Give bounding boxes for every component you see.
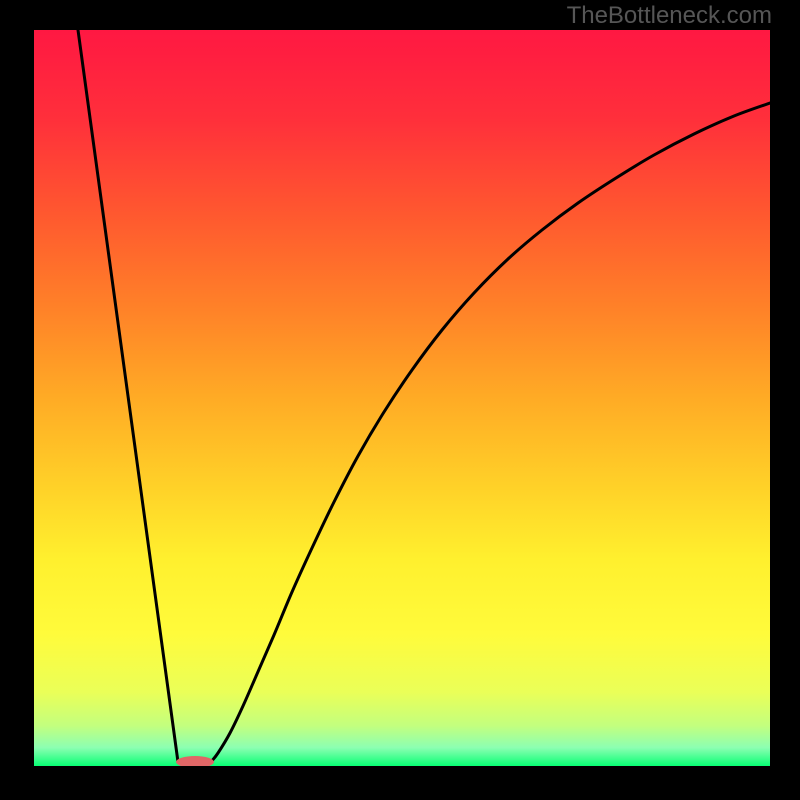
plot-area — [34, 30, 770, 766]
right-curve — [211, 103, 770, 762]
left-line — [78, 30, 178, 762]
curve-layer — [34, 30, 770, 766]
chart-container: TheBottleneck.com — [0, 0, 800, 800]
bottleneck-marker — [176, 756, 214, 766]
watermark-text: TheBottleneck.com — [567, 2, 772, 30]
